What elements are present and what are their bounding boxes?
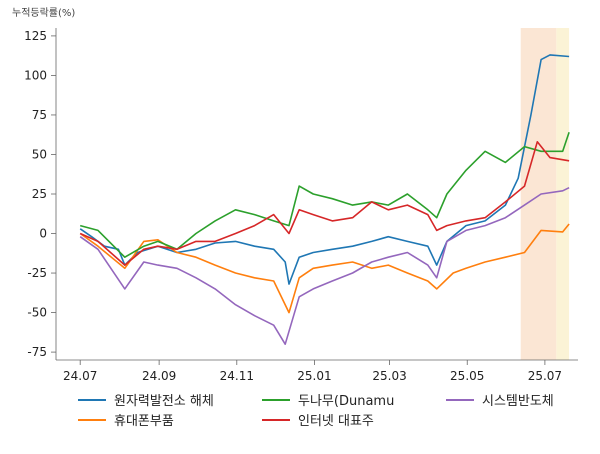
axes: 누적등락률(%): [12, 7, 578, 361]
y-ticks: 125 100 75 50 25 0 -25 -50 -75: [24, 29, 56, 359]
highlight-span-1: [556, 28, 570, 360]
y-tick-label: 100: [24, 68, 47, 82]
x-tick-label: 24.09: [142, 369, 176, 383]
legend-label-4: 시스템반도체: [482, 394, 554, 409]
y-tick-label: -25: [27, 266, 47, 280]
y-tick-label: 50: [32, 147, 47, 161]
series-line-4: [79, 186, 570, 345]
x-tick-label: 25.05: [450, 369, 484, 383]
y-tick-label: -75: [27, 345, 47, 359]
series-line-0: [79, 54, 570, 285]
series-line-3: [79, 141, 570, 266]
highlight-spans: [520, 28, 570, 360]
y-axis-unit-label: 누적등락률(%): [12, 7, 75, 19]
x-tick-label: 24.11: [220, 369, 254, 383]
y-tick-label: 0: [39, 227, 47, 241]
highlight-span-0: [520, 28, 557, 360]
x-tick-label: 24.07: [63, 369, 97, 383]
x-ticks: 24.07 24.09 24.11 25.01 25.03 25.05 25.07: [63, 360, 562, 383]
y-tick-label: 75: [32, 108, 47, 122]
series-line-1: [79, 223, 570, 314]
series-lines: [79, 54, 570, 345]
x-tick-label: 25.01: [297, 369, 331, 383]
x-tick-label: 25.03: [372, 369, 406, 383]
legend-label-0: 원자력발전소 해체: [114, 394, 214, 409]
y-tick-label: 25: [32, 187, 47, 201]
legend-label-1: 휴대폰부품: [114, 414, 174, 429]
y-tick-label: -50: [27, 306, 47, 320]
y-tick-label: 125: [24, 29, 47, 43]
x-tick-label: 25.07: [528, 369, 562, 383]
series-line-2: [79, 132, 570, 258]
legend-label-3: 인터넷 대표주: [298, 414, 374, 429]
legend-label-2: 두나무(Dunamu: [298, 394, 394, 409]
